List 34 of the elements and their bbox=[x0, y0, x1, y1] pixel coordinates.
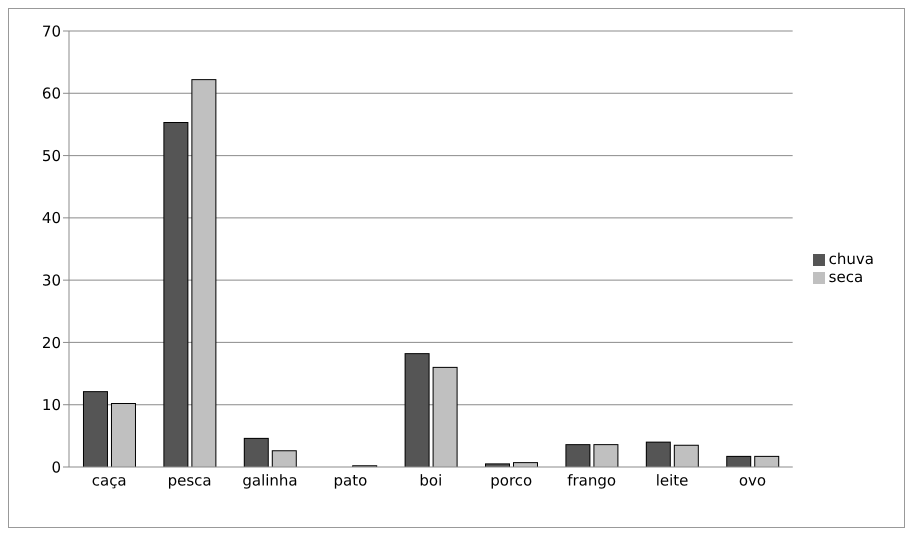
bar bbox=[272, 450, 297, 467]
x-tick-label: boi bbox=[419, 472, 442, 490]
bar bbox=[163, 122, 188, 467]
bar bbox=[674, 444, 699, 467]
bar bbox=[110, 402, 136, 467]
y-tick-label: 20 bbox=[42, 334, 61, 352]
bar bbox=[565, 444, 590, 467]
y-tick-label: 40 bbox=[42, 209, 61, 228]
bar bbox=[754, 456, 780, 467]
bar bbox=[82, 391, 108, 467]
bar bbox=[593, 444, 618, 467]
x-tick-label: pesca bbox=[168, 472, 212, 490]
x-tick-label: leite bbox=[656, 472, 688, 490]
bar bbox=[726, 456, 752, 467]
legend-label: chuva bbox=[828, 250, 874, 268]
y-tick-label: 10 bbox=[42, 396, 61, 414]
x-tick-label: porco bbox=[490, 472, 532, 490]
legend-label: seca bbox=[828, 268, 864, 286]
bar bbox=[513, 462, 538, 467]
x-tick-label: caça bbox=[92, 472, 127, 490]
y-tick-label: 0 bbox=[51, 458, 61, 476]
bar bbox=[404, 353, 430, 467]
bar bbox=[432, 366, 458, 467]
x-tick-label: ovo bbox=[738, 472, 766, 490]
x-tick-label: pato bbox=[334, 472, 368, 490]
x-tick-label: frango bbox=[567, 472, 616, 490]
x-tick-label: galinha bbox=[242, 472, 298, 490]
bar bbox=[646, 442, 671, 467]
bar bbox=[191, 79, 216, 467]
y-tick-label: 70 bbox=[42, 22, 61, 40]
y-tick-label: 50 bbox=[42, 146, 61, 165]
y-tick-label: 60 bbox=[42, 84, 61, 103]
y-tick-label: 30 bbox=[42, 271, 61, 290]
bar bbox=[244, 438, 269, 467]
